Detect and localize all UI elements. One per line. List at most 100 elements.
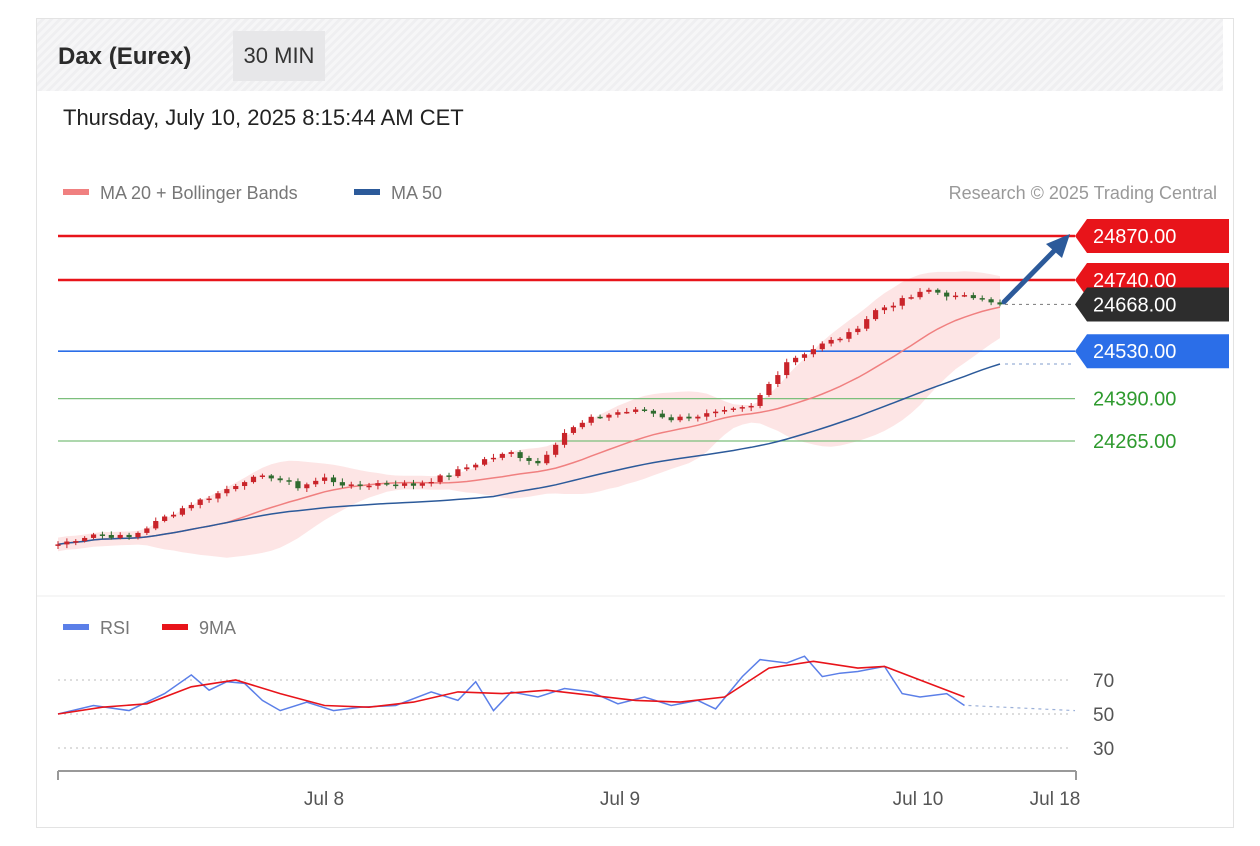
candle-body bbox=[135, 532, 141, 538]
candle-body bbox=[570, 427, 577, 433]
instrument-title: Dax (Eurex) bbox=[58, 43, 192, 70]
candle-body bbox=[99, 534, 106, 536]
x-tick-label-Jul-18: Jul 18 bbox=[1030, 789, 1081, 810]
ma20-legend-swatch bbox=[63, 189, 89, 195]
level-label-box-24870.00 bbox=[1075, 219, 1229, 253]
candle-body bbox=[384, 483, 390, 485]
candle-body bbox=[659, 413, 665, 418]
candle-body bbox=[357, 484, 363, 486]
candle-body bbox=[801, 354, 808, 358]
rsi-ma-legend-label: 9MA bbox=[199, 618, 236, 638]
candle-body bbox=[90, 534, 97, 538]
candle-body bbox=[117, 534, 123, 538]
candle-body bbox=[322, 477, 328, 481]
candle-body bbox=[304, 484, 310, 489]
candle-body bbox=[419, 483, 425, 486]
ma50-line bbox=[57, 363, 1001, 546]
level-label-box-24668.00 bbox=[1075, 287, 1229, 322]
rsi-level-label-30: 30 bbox=[1093, 739, 1114, 760]
credit-text: Research © 2025 Trading Central bbox=[949, 183, 1217, 203]
level-label-24870.00: 24870.00 bbox=[1093, 226, 1176, 248]
candle-body bbox=[428, 481, 434, 484]
candle-body bbox=[197, 499, 203, 505]
candle-body bbox=[490, 457, 497, 460]
candle-body bbox=[926, 289, 932, 292]
candle-body bbox=[597, 416, 603, 419]
candle-body bbox=[339, 482, 345, 486]
candle-body bbox=[277, 478, 283, 481]
ma50-legend-swatch bbox=[354, 189, 380, 195]
level-label-24668.00: 24668.00 bbox=[1093, 294, 1176, 316]
candle-body bbox=[473, 464, 479, 468]
candle-body bbox=[997, 302, 1003, 305]
candle-body bbox=[144, 528, 150, 533]
candle-body bbox=[837, 338, 843, 341]
candle-body bbox=[499, 453, 505, 458]
candle-body bbox=[917, 291, 923, 298]
candle-body bbox=[935, 289, 941, 293]
timestamp: Thursday, July 10, 2025 8:15:44 AM CET bbox=[63, 105, 464, 130]
candle-body bbox=[259, 475, 265, 477]
candle-body bbox=[481, 459, 488, 465]
candle-body bbox=[64, 541, 70, 545]
level-label-24530.00: 24530.00 bbox=[1093, 341, 1176, 363]
candle-body bbox=[126, 534, 132, 538]
candle-body bbox=[979, 298, 985, 300]
candle-body bbox=[188, 504, 194, 509]
chart-card: Dax (Eurex) 30 MIN Thursday, July 10, 20… bbox=[36, 18, 1234, 828]
level-label-24740.00: 24740.00 bbox=[1093, 270, 1176, 292]
candle-body bbox=[348, 484, 354, 486]
candle-body bbox=[615, 412, 621, 415]
candle-body bbox=[988, 299, 994, 303]
candle-body bbox=[944, 292, 950, 297]
candle-body bbox=[437, 475, 443, 482]
candle-body bbox=[730, 408, 736, 410]
candle-body bbox=[606, 414, 612, 418]
rsi-ma-legend-swatch bbox=[162, 624, 188, 630]
rsi-legend-label: RSI bbox=[100, 618, 130, 638]
candle-body bbox=[366, 485, 372, 488]
candle-body bbox=[579, 422, 585, 428]
candle-body bbox=[908, 297, 914, 299]
candle-body bbox=[464, 467, 470, 470]
candle-body bbox=[633, 409, 639, 412]
x-tick-label-Jul-10: Jul 10 bbox=[893, 789, 944, 810]
level-label-box-24530.00 bbox=[1075, 334, 1229, 369]
candle-body bbox=[890, 305, 896, 308]
candle-body bbox=[375, 483, 381, 486]
candle-body bbox=[561, 432, 568, 445]
candle-body bbox=[108, 534, 114, 538]
candle-body bbox=[410, 483, 417, 486]
candle-body bbox=[899, 298, 905, 306]
candle-body bbox=[970, 295, 976, 299]
candle-body bbox=[455, 469, 461, 477]
rsi-line bbox=[57, 655, 965, 715]
candle-body bbox=[206, 498, 212, 501]
candle-body bbox=[793, 357, 799, 363]
candle-body bbox=[233, 486, 239, 490]
candle-body bbox=[961, 295, 968, 297]
candle-body bbox=[508, 452, 514, 454]
candle-body bbox=[695, 416, 701, 419]
candle-body bbox=[330, 477, 337, 483]
candle-body bbox=[250, 476, 257, 483]
candle-body bbox=[526, 457, 532, 461]
candle-body bbox=[242, 482, 248, 487]
candle-body bbox=[686, 416, 692, 419]
candle-body bbox=[588, 416, 594, 423]
candle-body bbox=[713, 411, 719, 414]
rsi-legend-swatch bbox=[63, 624, 89, 630]
candle-body bbox=[268, 475, 274, 479]
candle-body bbox=[677, 416, 683, 421]
candle-body bbox=[855, 328, 861, 333]
candle-body bbox=[286, 480, 292, 482]
candle-body bbox=[668, 417, 674, 421]
forecast-arrow-shaft bbox=[1001, 248, 1057, 305]
candle-body bbox=[393, 484, 399, 487]
candle-body bbox=[846, 332, 852, 339]
candle-body bbox=[295, 481, 301, 489]
candle-body bbox=[82, 537, 88, 542]
candle-body bbox=[313, 480, 319, 485]
interval-button[interactable]: 30 MIN bbox=[233, 31, 325, 81]
